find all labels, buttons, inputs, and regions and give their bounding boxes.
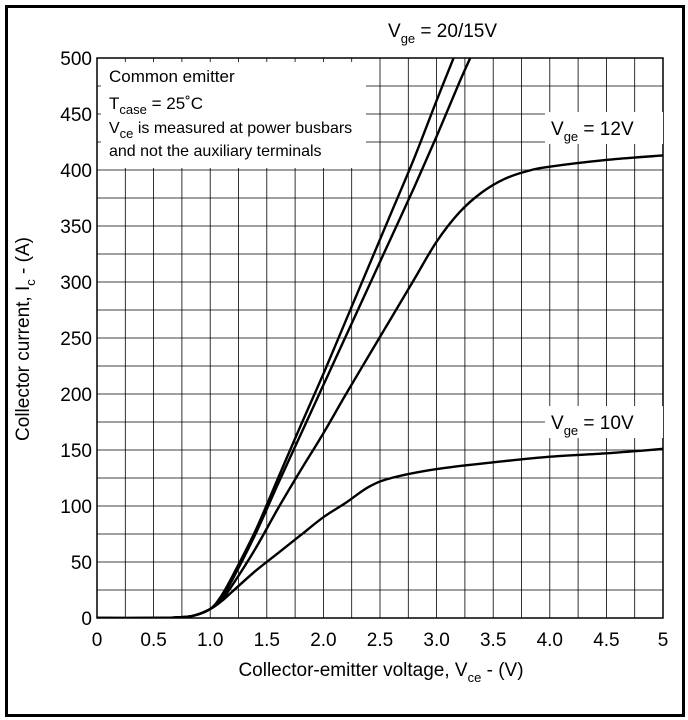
x-tick-label: 1.5 — [254, 630, 280, 651]
notes-line4: and not the auxiliary terminals — [109, 143, 322, 160]
x-tick-label: 2.5 — [367, 630, 393, 651]
x-tick-label: 4.0 — [537, 630, 563, 651]
y-tick-label: 300 — [60, 273, 92, 294]
y-tick-label: 0 — [81, 609, 92, 630]
x-tick-label: 3.0 — [423, 630, 449, 651]
x-tick-label: 3.5 — [480, 630, 506, 651]
y-axis-label: Collector current, Ic - (A) — [13, 237, 38, 441]
x-tick-label: 2.0 — [310, 630, 336, 651]
y-tick-label: 250 — [60, 329, 92, 350]
x-tick-label: 0.5 — [140, 630, 166, 651]
y-tick-label: 500 — [60, 49, 92, 70]
y-tick-labels: 0 50 100 150 200 250 300 350 400 450 500 — [60, 49, 92, 630]
y-tick-label: 350 — [60, 217, 92, 238]
x-tick-label: 1.0 — [197, 630, 223, 651]
y-tick-label: 200 — [60, 385, 92, 406]
y-tick-label: 450 — [60, 105, 92, 126]
notes-line1: Common emitter — [109, 67, 235, 86]
x-tick-label: 5 — [658, 630, 669, 651]
x-tick-label: 0 — [92, 630, 103, 651]
y-tick-label: 100 — [60, 497, 92, 518]
y-tick-label: 50 — [71, 553, 92, 574]
x-axis-label: Collector-emitter voltage, Vce - (V) — [238, 660, 523, 685]
x-tick-label: 4.5 — [593, 630, 619, 651]
x-tick-labels: 0 0.5 1.0 1.5 2.0 2.5 3.0 3.5 4.0 4.5 5 — [92, 630, 669, 651]
y-tick-label: 400 — [60, 161, 92, 182]
y-tick-label: 150 — [60, 441, 92, 462]
